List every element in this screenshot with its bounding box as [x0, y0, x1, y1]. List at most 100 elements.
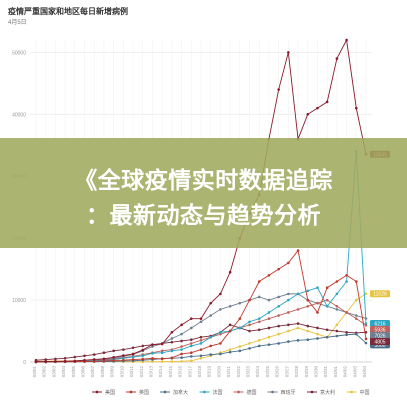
- legend-label: 西班牙: [281, 389, 296, 396]
- data-point: [180, 352, 183, 356]
- data-point: [228, 304, 232, 308]
- data-point: [199, 354, 203, 358]
- data-point: [209, 335, 213, 339]
- x-tick-label: 03/20: [216, 366, 221, 378]
- legend-marker: [129, 390, 133, 394]
- data-point: [199, 317, 203, 320]
- data-point: [345, 330, 348, 334]
- end-label-tag: [370, 320, 390, 328]
- data-point: [325, 328, 329, 332]
- data-point: [345, 274, 348, 277]
- data-point: [122, 356, 125, 360]
- data-point: [306, 329, 310, 333]
- data-point: [54, 360, 57, 363]
- data-point: [44, 358, 48, 361]
- data-point: [141, 354, 145, 358]
- axes: 0100002000030000400005000003/0103/0203/0…: [12, 50, 372, 377]
- legend-item: 加拿大: [160, 389, 188, 396]
- data-point: [189, 355, 193, 358]
- data-point: [267, 343, 271, 346]
- data-point: [277, 332, 280, 336]
- x-tick-label: 03/18: [197, 366, 202, 378]
- legend-item: 中国: [346, 389, 370, 396]
- data-point: [102, 359, 106, 363]
- data-point: [248, 347, 251, 350]
- data-point: [325, 335, 329, 339]
- x-tick-label: 03/21: [226, 366, 231, 378]
- data-point: [316, 337, 319, 340]
- x-tick-label: 04/02: [343, 366, 348, 378]
- data-point: [325, 304, 329, 308]
- legend-marker: [310, 390, 314, 394]
- overlay-title-line2: ：最新动态与趋势分析: [86, 203, 321, 229]
- end-label: 7026: [370, 332, 390, 340]
- data-point: [238, 345, 242, 348]
- data-point: [257, 280, 261, 283]
- x-tick-label: 03/16: [178, 366, 183, 378]
- end-label-value: 3060: [374, 343, 385, 349]
- overlay-title-line1: 《全球疫情实时数据追踪: [74, 168, 333, 194]
- data-point: [267, 298, 271, 302]
- x-tick-label: 03/30: [313, 366, 318, 378]
- data-point: [92, 353, 96, 356]
- data-point: [257, 295, 261, 299]
- data-point: [228, 323, 232, 327]
- data-point: [189, 326, 193, 330]
- data-point: [73, 359, 77, 363]
- data-point: [296, 292, 300, 296]
- x-tick-label: 03/05: [71, 366, 76, 378]
- legend-marker: [271, 390, 274, 394]
- data-point: [335, 329, 339, 333]
- data-point: [228, 329, 232, 333]
- data-point: [277, 324, 280, 328]
- data-point: [170, 330, 174, 334]
- data-point: [296, 326, 300, 330]
- data-point: [325, 100, 329, 104]
- data-point: [228, 348, 232, 351]
- data-point: [277, 267, 280, 271]
- legend: 美国 英国 加拿大 法国 德国 西班牙 意大利 中国: [92, 389, 370, 396]
- data-point: [151, 360, 154, 363]
- data-point: [248, 298, 251, 302]
- legend-label: 中国: [360, 389, 370, 396]
- end-label-tag: [370, 338, 390, 346]
- data-point: [122, 354, 125, 357]
- data-point: [306, 298, 310, 302]
- data-point: [102, 357, 106, 361]
- legend-label: 意大利: [320, 389, 335, 396]
- data-point: [199, 339, 203, 342]
- data-point: [306, 338, 310, 342]
- data-point: [170, 340, 174, 344]
- data-point: [316, 286, 319, 289]
- data-point: [131, 355, 135, 359]
- data-point: [287, 329, 290, 333]
- data-point: [335, 323, 339, 327]
- end-label-value: 11026: [373, 292, 387, 298]
- data-point: [199, 356, 203, 360]
- data-point: [63, 359, 67, 363]
- x-tick-label: 04/03: [352, 366, 357, 378]
- end-label-value: 6216: [374, 322, 385, 328]
- data-point: [248, 320, 251, 324]
- x-tick-label: 03/27: [284, 366, 289, 378]
- data-point: [335, 304, 339, 308]
- chart-title: 疫情严重国家和地区每日新增病例: [8, 6, 128, 16]
- data-point: [209, 344, 213, 348]
- data-point: [316, 326, 319, 330]
- data-point: [296, 339, 300, 342]
- data-point: [122, 358, 125, 362]
- x-tick-label: 03/07: [90, 366, 95, 378]
- data-point: [316, 332, 319, 336]
- end-label-value: 4805: [374, 340, 385, 346]
- x-tick-label: 03/23: [246, 366, 251, 378]
- data-point: [257, 320, 261, 324]
- x-tick-label: 03/02: [42, 366, 47, 378]
- data-point: [354, 106, 358, 110]
- data-point: [73, 355, 77, 359]
- data-point: [122, 348, 125, 351]
- data-point: [199, 335, 203, 339]
- data-point: [287, 311, 290, 314]
- x-tick-label: 03/19: [207, 366, 212, 378]
- legend-item: 法国: [199, 389, 223, 396]
- data-point: [238, 317, 242, 320]
